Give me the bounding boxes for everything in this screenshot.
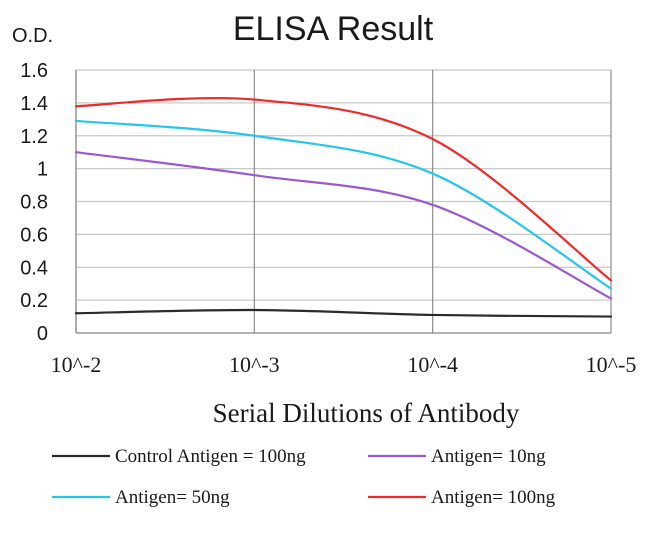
legend-label: Antigen= 100ng xyxy=(431,487,556,508)
x-tick-label: 10^-4 xyxy=(407,352,458,377)
y-tick-label: 0.6 xyxy=(20,224,48,246)
legend: Control Antigen = 100ng Antigen= 10ng Anti… xyxy=(52,446,556,508)
legend-label: Antigen= 50ng xyxy=(115,487,230,508)
y-axis-label: O.D. xyxy=(12,25,53,47)
legend-label: Control Antigen = 100ng xyxy=(115,446,306,467)
y-tick-label: 1.6 xyxy=(20,60,48,82)
x-axis-label: Serial Dilutions of Antibody xyxy=(213,398,520,428)
legend-label: Antigen= 10ng xyxy=(431,446,546,467)
y-tick-label: 0.8 xyxy=(20,192,48,214)
series-lines xyxy=(74,96,613,318)
series-line xyxy=(74,151,613,300)
grid-lines xyxy=(75,69,612,334)
series-line xyxy=(74,308,613,318)
x-tick-label: 10^-5 xyxy=(586,352,637,377)
y-tick-label: 0.4 xyxy=(20,257,48,279)
series-line xyxy=(74,119,613,290)
y-tick-label: 1.2 xyxy=(20,126,48,148)
y-tick-label: 0.2 xyxy=(20,290,48,312)
series-line xyxy=(74,96,613,282)
y-tick-label: 1.4 xyxy=(20,93,48,115)
x-tick-label: 10^-3 xyxy=(229,352,280,377)
y-tick-label: 1 xyxy=(37,159,48,181)
y-tick-label: 0 xyxy=(37,323,48,345)
x-tick-label: 10^-2 xyxy=(51,352,102,377)
chart-title: ELISA Result xyxy=(233,10,434,48)
x-tick-labels: 10^-2 10^-3 10^-4 10^-5 xyxy=(51,352,637,377)
y-tick-labels: 0 0.2 0.4 0.6 0.8 1 1.2 1.4 1.6 xyxy=(20,60,48,345)
